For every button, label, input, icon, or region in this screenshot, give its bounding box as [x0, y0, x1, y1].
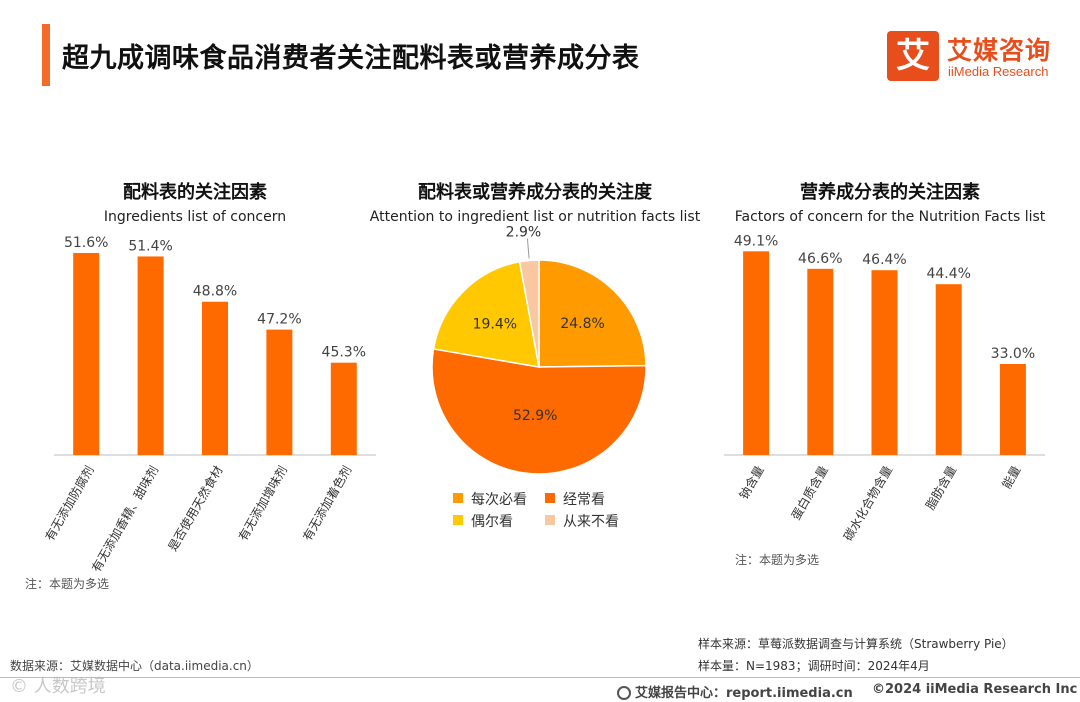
logo-mark: 艾: [887, 31, 939, 81]
legend-item-often: 经常看: [545, 489, 605, 509]
nutrition-chart-title: 营养成分表的关注因素: [800, 182, 980, 203]
nutrition-bar-3: [935, 284, 962, 455]
left-chart-note: 注：本题为多选: [25, 577, 110, 591]
attention-chart-title: 配料表或营养成分表的关注度: [418, 182, 652, 203]
legend-item-every: 每次必看: [453, 489, 527, 509]
ingredients-bar-3: [266, 329, 293, 455]
copyright: ©2024 iiMedia Research Inc: [872, 682, 1078, 697]
ingredients-value-label-0: 51.6%: [64, 235, 108, 251]
nutrition-category-label-3: 脂肪含量: [922, 463, 959, 512]
legend-item-never: 从来不看: [545, 511, 619, 531]
nutrition-value-label-0: 49.1%: [734, 233, 778, 249]
ingredients-value-label-3: 47.2%: [257, 312, 301, 328]
pie-slice-2: [432, 260, 540, 368]
legend-label-every: 每次必看: [471, 492, 527, 508]
nutrition-bar-4: [999, 364, 1026, 455]
ingredients-chart-title: 配料表的关注因素: [123, 182, 267, 203]
nutrition-value-label-2: 46.4%: [862, 252, 906, 268]
nutrition-chart-subtitle: Factors of concern for the Nutrition Fac…: [734, 209, 1046, 225]
pie-value-label-3: 2.9%: [506, 225, 542, 241]
pie-slice-3: [518, 259, 540, 368]
pie-slice-1: [431, 348, 647, 475]
pie-slice-0: [538, 259, 647, 368]
right-chart-note: 注：本题为多选: [735, 553, 820, 567]
nutrition-value-label-1: 46.6%: [798, 251, 842, 267]
legend-swatch-never: [545, 515, 555, 525]
ingredients-chart-subtitle: Ingredients list of concern: [103, 209, 287, 225]
legend-swatch-sometimes: [453, 515, 463, 525]
pie-value-label-2: 19.4%: [473, 316, 517, 332]
legend-label-never: 从来不看: [563, 514, 619, 530]
page-title: 超九成调味食品消费者关注配料表或营养成分表: [62, 43, 640, 74]
nutrition-bar-0: [743, 251, 770, 455]
nutrition-bar-1: [807, 268, 834, 455]
nutrition-category-label-0: 钠含量: [736, 463, 767, 502]
report-center: 艾媒报告中心：report.iimedia.cn: [617, 682, 853, 701]
pie-value-label-1: 52.9%: [513, 408, 557, 424]
ingredients-bar-0: [73, 252, 100, 455]
footer-divider: [0, 677, 1080, 678]
ingredients-value-label-4: 45.3%: [322, 345, 366, 361]
pie-leader-line-3: [526, 238, 530, 259]
legend-label-sometimes: 偶尔看: [471, 514, 513, 530]
data-source: 数据来源：艾媒数据中心（data.iimedia.cn）: [10, 659, 259, 673]
legend-item-sometimes: 偶尔看: [453, 511, 513, 531]
nutrition-bar-2: [871, 270, 898, 455]
attention-chart-subtitle: Attention to ingredient list or nutritio…: [369, 209, 701, 225]
legend-swatch-every: [453, 493, 463, 503]
nutrition-value-label-4: 33.0%: [991, 346, 1035, 362]
nutrition-value-label-3: 44.4%: [926, 266, 970, 282]
sample-source: 样本来源：草莓派数据调查与计算系统（Strawberry Pie）: [698, 637, 1014, 651]
legend-swatch-often: [545, 493, 555, 503]
nutrition-category-label-2: 碳水化合物含量: [840, 463, 895, 543]
watermark: © 人数跨境: [10, 676, 106, 697]
globe-icon: [617, 685, 631, 700]
logo-cn-text: 艾媒咨询: [947, 36, 1052, 65]
legend-label-often: 经常看: [563, 492, 605, 508]
logo-en-text: iiMedia Research: [948, 64, 1049, 79]
sample-size: 样本量：N=1983；调研时间：2024年4月: [698, 659, 930, 673]
pie-value-label-0: 24.8%: [560, 316, 604, 332]
report-center-text: 艾媒报告中心：report.iimedia.cn: [635, 686, 853, 701]
nutrition-category-label-1: 蛋白质含量: [788, 463, 831, 522]
title-accent-bar: [42, 24, 50, 86]
ingredients-bar-4: [330, 362, 357, 455]
ingredients-value-label-2: 48.8%: [193, 284, 237, 300]
iimedia-logo: 艾 艾媒咨询 iiMedia Research: [887, 31, 1063, 83]
nutrition-category-label-4: 能量: [999, 464, 1023, 492]
ingredients-value-label-1: 51.4%: [128, 238, 172, 254]
ingredients-bar-1: [137, 256, 164, 455]
ingredients-bar-2: [202, 301, 228, 455]
